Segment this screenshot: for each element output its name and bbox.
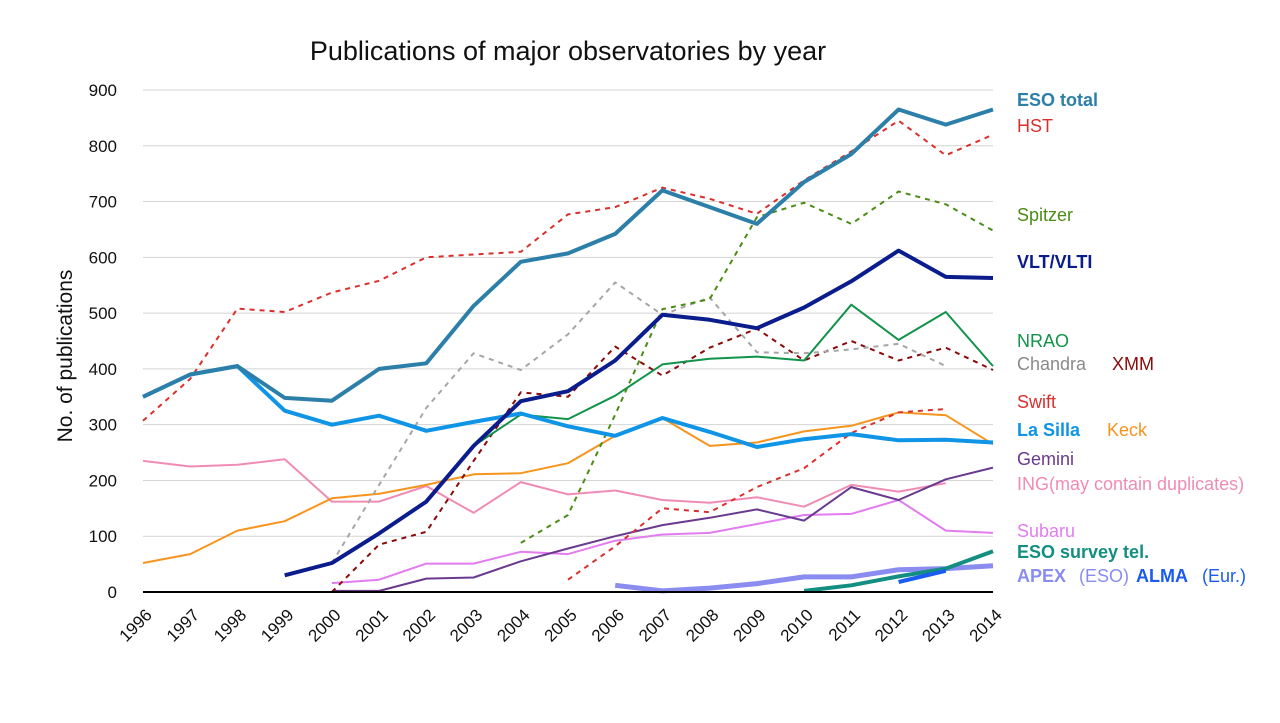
legend-item: HST xyxy=(1017,116,1053,136)
x-tick-label: 2010 xyxy=(777,605,817,645)
legend-item: Gemini xyxy=(1017,449,1074,469)
y-tick-label: 700 xyxy=(89,193,117,212)
y-tick-label: 400 xyxy=(89,360,117,379)
series-line-ing-may-contain-duplicates xyxy=(142,458,946,514)
legend-item: La Silla xyxy=(1017,420,1081,440)
x-tick-label: 2000 xyxy=(305,605,345,645)
y-tick-label: 100 xyxy=(89,527,117,546)
legend-item: ALMA xyxy=(1136,566,1188,586)
series-line-gemini xyxy=(331,466,994,592)
x-tick-label: 1997 xyxy=(163,605,203,645)
series-lines xyxy=(142,107,994,594)
legend-item: Keck xyxy=(1107,420,1148,440)
legend: ESO total HST Spitzer VLT/VLTI NRAO Chandra XM… xyxy=(1017,90,1246,586)
x-tick-label: 2004 xyxy=(493,605,533,645)
y-tick-label: 500 xyxy=(89,304,117,323)
legend-item: Chandra xyxy=(1017,354,1087,374)
legend-item: ESO survey tel. xyxy=(1017,542,1149,562)
y-tick-label: 200 xyxy=(89,471,117,490)
series-line-keck xyxy=(142,411,994,564)
y-tick-label: 800 xyxy=(89,137,117,156)
series-line-eso-total xyxy=(142,107,994,403)
series-line-xmm xyxy=(331,327,994,593)
legend-item: (ESO) xyxy=(1079,566,1129,586)
x-tick-label: 1998 xyxy=(210,605,250,645)
series-line-alma-eur xyxy=(898,568,947,584)
legend-item: Swift xyxy=(1017,392,1056,412)
legend-item: Spitzer xyxy=(1017,205,1073,225)
y-axis-label: No. of publications xyxy=(54,270,77,443)
legend-item: Subaru xyxy=(1017,521,1075,541)
series-line-spitzer xyxy=(520,190,994,544)
legend-item: NRAO xyxy=(1017,331,1069,351)
x-tick-label: 2013 xyxy=(918,605,958,645)
x-tick-label: 2003 xyxy=(446,605,486,645)
y-tick-label: 0 xyxy=(108,583,117,602)
x-tick-label: 2011 xyxy=(825,605,864,644)
legend-item: XMM xyxy=(1112,354,1154,374)
legend-item: APEX xyxy=(1017,566,1066,586)
legend-item: ING xyxy=(1017,474,1049,494)
x-tick-label: 2014 xyxy=(966,605,1006,645)
x-tick-label: 2002 xyxy=(399,605,439,645)
series-line-apex-eso xyxy=(614,563,994,594)
series-line-subaru xyxy=(331,499,994,585)
legend-item: VLT/VLTI xyxy=(1017,252,1092,272)
y-tick-labels: 0 100 200 300 400 500 600 700 800 900 xyxy=(89,81,117,602)
series-line-la-silla xyxy=(142,364,994,449)
x-tick-label: 2007 xyxy=(635,605,675,645)
x-tick-label: 1999 xyxy=(257,605,297,645)
x-tick-label: 2006 xyxy=(588,605,628,645)
x-tick-label: 1996 xyxy=(116,605,156,645)
series-line-vlt-vlti xyxy=(284,248,994,578)
series-line-eso-survey-tel xyxy=(803,549,994,593)
y-tick-label: 300 xyxy=(89,416,117,435)
x-tick-label: 2009 xyxy=(730,605,770,645)
legend-item: (may contain duplicates) xyxy=(1049,474,1244,494)
x-tick-label: 2012 xyxy=(871,605,911,645)
chart-title: Publications of major observatories by y… xyxy=(310,36,826,66)
series-line-nrao xyxy=(473,303,994,447)
y-tick-label: 900 xyxy=(89,81,117,100)
series-line-swift xyxy=(567,408,946,581)
x-tick-label: 2001 xyxy=(352,605,392,645)
x-tick-labels: 1996 1997 1998 1999 2000 2001 2002 2003 2004 2005… xyxy=(116,605,1006,645)
series-line-chandra xyxy=(331,281,947,564)
legend-item: (Eur.) xyxy=(1202,566,1246,586)
y-tick-label: 600 xyxy=(89,248,117,267)
x-tick-label: 2005 xyxy=(541,605,581,645)
legend-item: ESO total xyxy=(1017,90,1098,110)
x-tick-label: 2008 xyxy=(682,605,722,645)
gridlines xyxy=(143,89,993,537)
